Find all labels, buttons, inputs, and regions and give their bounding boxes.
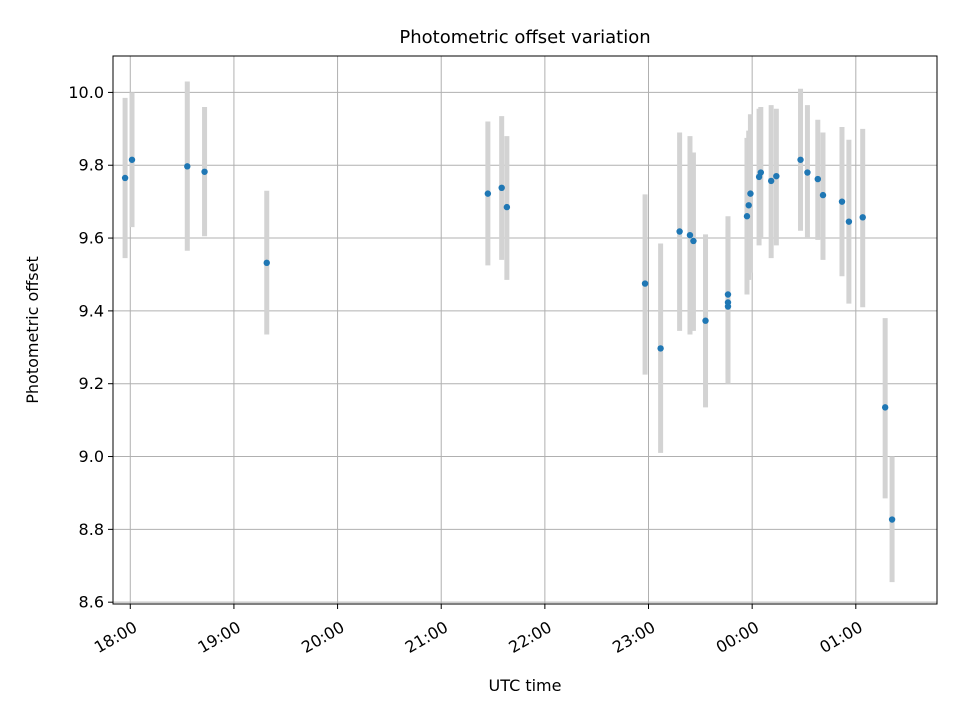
data-point	[121, 174, 129, 182]
x-tick-label: 21:00	[402, 617, 451, 657]
error-bars	[122, 81, 895, 583]
y-tick-label: 10.0	[68, 83, 104, 102]
data-point	[690, 237, 697, 245]
data-point	[757, 169, 764, 176]
data-point	[773, 172, 780, 180]
data-point	[819, 191, 827, 199]
x-tick-label: 23:00	[609, 617, 658, 657]
data-point	[804, 169, 811, 176]
data-point	[797, 156, 804, 163]
y-tick-label: 9.8	[79, 156, 104, 175]
y-tick-label: 8.8	[79, 520, 104, 539]
y-axis-label: Photometric offset	[23, 256, 42, 404]
data-point	[724, 299, 732, 306]
data-point	[888, 516, 896, 523]
grid	[113, 56, 937, 604]
data-point	[724, 291, 732, 298]
data-point	[484, 190, 492, 197]
y-tick-label: 9.6	[79, 229, 104, 248]
data-point	[503, 203, 511, 211]
x-axis-ticks: 18:00 19:00 20:00 21:00 22:00 23:00 00:00 01:00	[91, 604, 866, 657]
data-point	[676, 228, 683, 235]
data-point	[881, 404, 889, 411]
data-point	[686, 231, 694, 239]
y-axis-ticks: 8.6 8.8 9.0 9.2 9.4 9.6 9.8 10.0	[68, 83, 113, 612]
data-point	[201, 168, 208, 175]
x-tick-label: 20:00	[298, 617, 347, 657]
y-tick-label: 9.4	[79, 301, 104, 320]
data-points	[121, 156, 896, 523]
data-point	[747, 190, 754, 197]
data-point	[128, 156, 136, 163]
data-point	[184, 163, 191, 170]
x-tick-label: 18:00	[91, 617, 140, 657]
plot-frame	[112, 55, 938, 605]
data-point	[743, 213, 751, 220]
data-point	[641, 280, 649, 287]
data-point	[838, 198, 846, 205]
data-point	[859, 214, 866, 221]
data-point	[814, 175, 822, 183]
data-point	[845, 218, 853, 225]
y-tick-label: 9.2	[79, 374, 104, 393]
data-point	[767, 177, 775, 185]
data-point	[745, 202, 752, 209]
y-tick-label: 9.0	[79, 447, 104, 466]
y-tick-label: 8.6	[79, 593, 104, 612]
data-point	[263, 259, 270, 267]
data-point	[657, 345, 664, 352]
x-tick-label: 00:00	[713, 617, 762, 657]
x-tick-label: 19:00	[194, 617, 243, 657]
x-tick-label: 22:00	[505, 617, 554, 657]
chart-title: Photometric offset variation	[399, 27, 650, 48]
x-axis-label: UTC time	[489, 676, 562, 695]
data-point	[498, 184, 505, 192]
x-tick-label: 01:00	[816, 617, 865, 657]
data-point	[702, 317, 709, 324]
